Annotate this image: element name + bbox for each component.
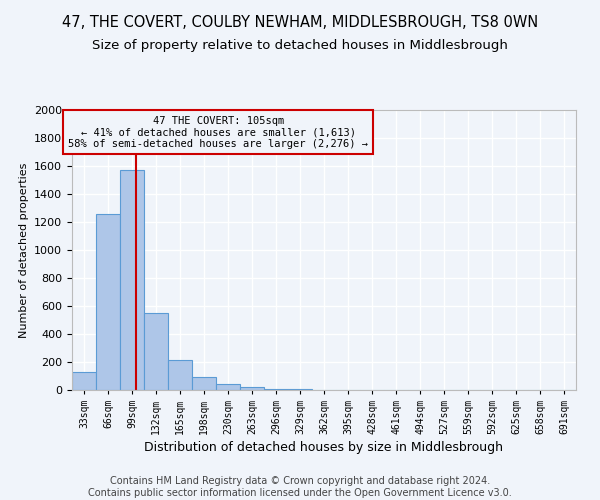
Bar	[240, 387, 264, 390]
Y-axis label: Number of detached properties: Number of detached properties	[19, 162, 29, 338]
Text: Contains HM Land Registry data © Crown copyright and database right 2024.
Contai: Contains HM Land Registry data © Crown c…	[88, 476, 512, 498]
Text: Size of property relative to detached houses in Middlesbrough: Size of property relative to detached ho…	[92, 39, 508, 52]
Bar	[192, 378, 216, 390]
Bar	[168, 360, 192, 390]
Text: 47 THE COVERT: 105sqm
← 41% of detached houses are smaller (1,613)
58% of semi-d: 47 THE COVERT: 105sqm ← 41% of detached …	[68, 116, 368, 149]
Bar	[216, 384, 240, 390]
X-axis label: Distribution of detached houses by size in Middlesbrough: Distribution of detached houses by size …	[145, 441, 503, 454]
Bar	[120, 170, 144, 390]
Bar	[72, 372, 96, 390]
Bar	[96, 214, 120, 390]
Bar	[144, 313, 168, 390]
Text: 47, THE COVERT, COULBY NEWHAM, MIDDLESBROUGH, TS8 0WN: 47, THE COVERT, COULBY NEWHAM, MIDDLESBR…	[62, 15, 538, 30]
